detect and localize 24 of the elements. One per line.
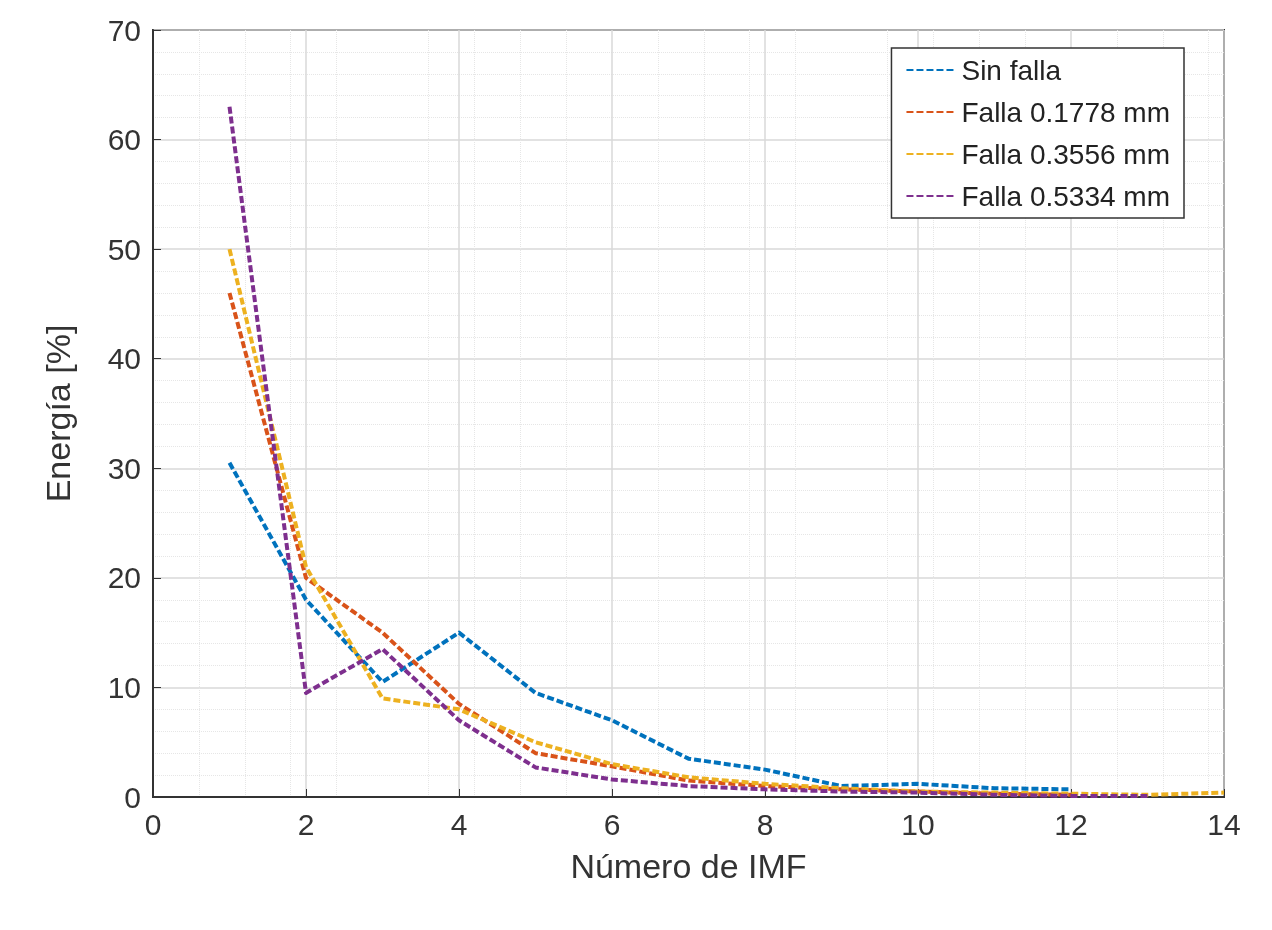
x-tick-label: 8 <box>756 807 774 841</box>
y-tick-label: 10 <box>107 670 141 704</box>
legend-label: Falla 0.5334 mm <box>961 180 1171 212</box>
x-tick-label: 4 <box>450 807 468 841</box>
y-tick-label: 50 <box>107 232 141 266</box>
x-tick-label: 10 <box>901 807 935 841</box>
legend-label: Sin falla <box>961 54 1062 86</box>
x-tick-label: 6 <box>603 807 621 841</box>
y-tick-label: 20 <box>107 561 141 595</box>
y-tick-label: 60 <box>107 123 141 157</box>
line-series <box>227 247 1226 797</box>
y-tick-label: 30 <box>107 451 141 485</box>
legend-label: Falla 0.1778 mm <box>961 96 1171 128</box>
y-tick-label: 40 <box>107 342 141 376</box>
x-axis-title: Número de IMF <box>570 847 807 885</box>
y-axis-title: Energía [%] <box>39 324 77 503</box>
line-series <box>227 290 1073 797</box>
x-tick-label: 2 <box>297 807 315 841</box>
legend-label: Falla 0.3556 mm <box>961 138 1171 170</box>
x-tick-label: 12 <box>1054 807 1088 841</box>
y-tick-label: 0 <box>124 780 141 814</box>
x-tick-label: 0 <box>144 807 162 841</box>
y-tick-label: 70 <box>107 13 141 47</box>
x-tick-label: 14 <box>1207 807 1241 841</box>
